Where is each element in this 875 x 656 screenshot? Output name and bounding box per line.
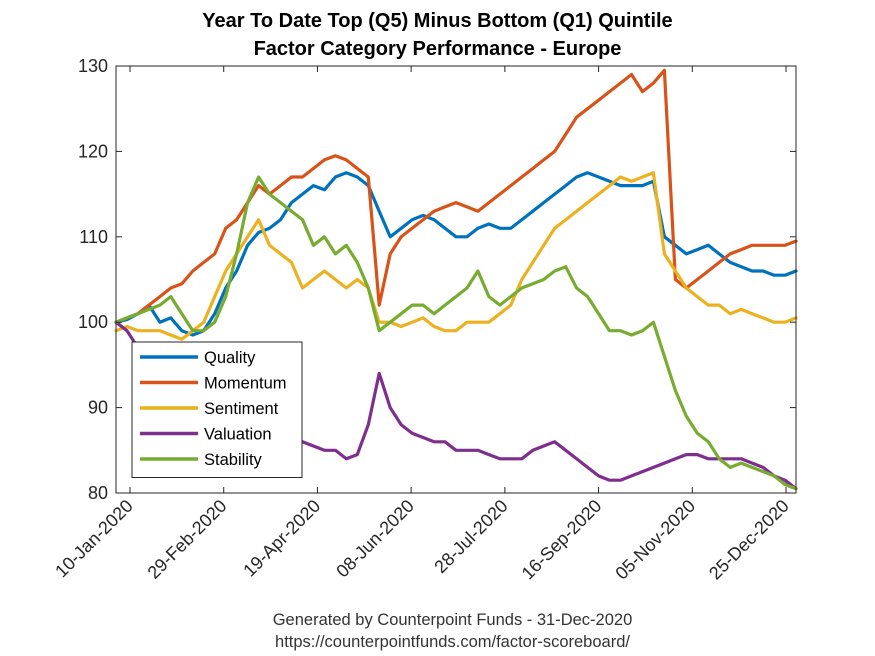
footer-url: https://counterpointfunds.com/factor-sco… [275,633,630,651]
x-tick-label: 08-Jun-2020 [332,496,418,582]
legend-label-sentiment: Sentiment [204,400,279,418]
y-tick-label: 110 [79,227,108,247]
series-line-sentiment [114,171,798,341]
legend-label-momentum: Momentum [204,375,287,393]
x-tick-label: 29-Feb-2020 [144,496,231,583]
y-tick-label: 120 [78,141,108,161]
chart-subtitle: Factor Category Performance - Europe [253,38,622,60]
x-tick-label: 19-Apr-2020 [239,496,324,581]
footer-generated-by: Generated by Counterpoint Funds - 31-Dec… [272,611,633,629]
y-tick-label: 90 [88,398,108,418]
x-tick-label: 16-Sep-2020 [518,496,606,584]
legend-label-quality: Quality [204,349,256,367]
axes-frame [115,65,797,494]
y-tick-label: 100 [78,312,108,332]
y-tick-label: 80 [88,483,108,503]
chart-title: Year To Date Top (Q5) Minus Bottom (Q1) … [202,10,673,32]
series-line-stability [114,175,798,491]
series-line-momentum [114,68,798,324]
x-tick-label: 10-Jan-2020 [51,496,137,582]
legend: Quality Momentum Sentiment Valuation Stabili… [131,341,303,478]
legend-label-stability: Stability [204,451,263,469]
y-tick-label: 130 [78,56,108,76]
legend-label-valuation: Valuation [204,426,272,444]
x-tick-label: 05-Nov-2020 [611,496,699,584]
x-tick-label: 28-Jul-2020 [430,496,511,577]
x-tick-label: 25-Dec-2020 [705,496,793,584]
